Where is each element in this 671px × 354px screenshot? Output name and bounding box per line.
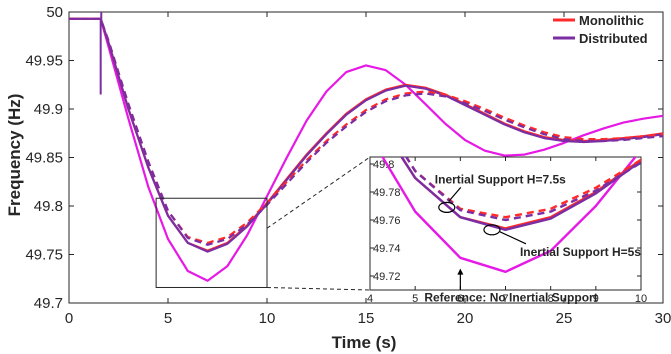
series-line-inertial-support-h-7-5s-distributed	[69, 17, 664, 246]
x-tick-label: 15	[358, 310, 375, 327]
series-line-reference-no-inertial-support	[381, 157, 637, 274]
inset-x-tick-label: 6	[457, 293, 463, 305]
annotations: Inertial Support H=7.5s Inertial Support …	[424, 172, 641, 304]
x-tick-label: 30	[655, 310, 671, 327]
y-tick-label: 49.9	[34, 101, 63, 118]
annotation-label-reference: Reference: No Inertial Support	[424, 291, 597, 305]
y-tick-label: 49.7	[34, 295, 63, 312]
inset-x-tick-label: 5	[412, 293, 418, 305]
series-line-inertial-support-h-5s-distributed	[69, 17, 664, 253]
series-line-inertial-support-h-5s-distributed	[400, 157, 641, 232]
inset-y-tick-label: 49.72	[373, 271, 401, 283]
inset-x-tick-label: 4	[367, 293, 373, 305]
annotation-arrow-h75	[448, 187, 462, 202]
x-tick-label: 25	[556, 310, 573, 327]
x-tick-label: 0	[65, 310, 73, 327]
y-axis-label: Frequency (Hz)	[5, 94, 24, 217]
series-line-reference-no-inertial-support	[69, 17, 664, 282]
legend: Monolithic Distributed	[553, 13, 648, 46]
y-tick-label: 49.75	[25, 247, 63, 264]
x-tick-label: 20	[457, 310, 474, 327]
inset-x-tick-label: 7	[502, 293, 508, 305]
y-tick-label: 49.8	[34, 198, 63, 215]
inset-y-tick-label: 49.78	[373, 187, 401, 199]
annotation-arrowhead-reference	[457, 268, 464, 275]
inset-y-tick-label: 49.74	[373, 243, 401, 255]
series-line-inertial-support-h-7-5s-monolithic	[69, 17, 664, 244]
legend-label-monolithic: Monolithic	[579, 13, 644, 28]
x-tick-label: 10	[259, 310, 276, 327]
zoom-region-box	[155, 197, 268, 288]
inset-y-tick-label: 49.76	[373, 215, 401, 227]
x-axis-label: Time (s)	[332, 333, 397, 352]
series-line-inertial-support-h-7-5s-distributed	[404, 157, 641, 222]
inset-x-tick-label: 9	[593, 293, 599, 305]
annotation-arrow-h5	[499, 231, 527, 245]
y-tick-label: 49.85	[25, 150, 63, 167]
y-tick-label: 50	[46, 4, 63, 21]
legend-label-distributed: Distributed	[579, 31, 648, 46]
annotation-marker-h75	[438, 201, 456, 213]
inset-x-tick-label: 8	[548, 293, 554, 305]
inset-x-tick-label: 10	[635, 293, 647, 305]
zoom-connector-bottom	[266, 286, 371, 291]
annotation-label-h75: Inertial Support H=7.5s	[435, 172, 566, 186]
annotation-marker-h5	[483, 224, 501, 236]
annotation-label-h5: Inertial Support H=5s	[520, 245, 641, 259]
x-tick-label: 5	[164, 310, 172, 327]
y-tick-label: 49.95	[25, 53, 63, 70]
